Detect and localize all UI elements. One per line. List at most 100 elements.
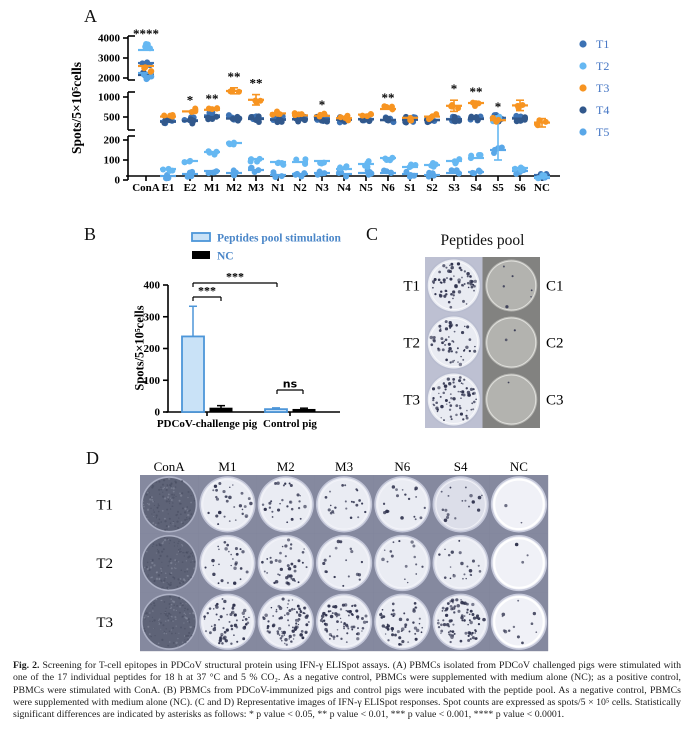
svg-text:****: **** <box>133 26 159 41</box>
well-T3-N6 <box>373 592 432 652</box>
figure-caption-text: Screening for T-cell epitopes in PDCoV s… <box>13 660 682 721</box>
svg-text:NC: NC <box>510 459 528 474</box>
svg-text:M1: M1 <box>218 459 236 474</box>
svg-text:T2: T2 <box>403 336 420 352</box>
well-T3-S4 <box>431 592 490 652</box>
well-T2-N6 <box>373 533 432 593</box>
panel-b-legend: Peptides pool stimulation NC <box>191 232 342 263</box>
panel-d-label: D <box>86 448 99 468</box>
svg-text:*: * <box>495 99 502 114</box>
panel-a-label: A <box>84 6 97 26</box>
svg-text:M2: M2 <box>226 182 242 194</box>
well-T1-NC <box>489 475 549 534</box>
svg-text:C3: C3 <box>546 393 564 409</box>
svg-text:S3: S3 <box>448 182 460 194</box>
svg-text:M2: M2 <box>277 459 295 474</box>
panel-a-axes: ConA E1 E2 M1 M2 M3 N1 N2 N3 N4 N5 N6 S1 S2 S3 S4 S5 S6 NC… <box>98 33 560 194</box>
series-T5-points <box>138 71 550 182</box>
well-T1-M3 <box>314 475 374 534</box>
panel-b-significance: *** *** ns <box>192 270 304 394</box>
panel-d-row-label: T3 <box>96 615 113 631</box>
well-T2-M2 <box>256 533 315 593</box>
svg-text:*: * <box>451 81 458 96</box>
svg-text:2000: 2000 <box>98 73 121 85</box>
panel-a-legend: T1 T2 T3 T4 T5 <box>579 37 609 139</box>
panel-c-row-labels: T3 C3 <box>403 393 563 409</box>
svg-text:200: 200 <box>104 135 121 147</box>
panel-d-row-label: T2 <box>96 556 113 572</box>
svg-text:200: 200 <box>144 343 161 355</box>
svg-text:C2: C2 <box>546 336 564 352</box>
svg-text:300: 300 <box>144 311 161 323</box>
panel-d-elispot-images: ConA M1 M2 M3 N6 S4 NC T1 T2 T3 <box>96 459 549 652</box>
well-T2-ConA <box>140 533 199 593</box>
svg-text:N6: N6 <box>394 459 410 474</box>
well-T2-M3 <box>314 533 374 593</box>
svg-text:T2: T2 <box>596 59 609 73</box>
svg-text:T3: T3 <box>403 393 420 409</box>
well-T3 <box>425 371 483 428</box>
svg-text:ns: ns <box>283 378 298 391</box>
svg-text:M3: M3 <box>248 182 264 194</box>
svg-text:M1: M1 <box>204 182 220 194</box>
svg-text:Peptides pool stimulation: Peptides pool stimulation <box>217 233 342 245</box>
svg-text:ConA: ConA <box>154 459 186 474</box>
panel-b-axes: 0 100 200 300 400 PDCoV-challenge pig Control … <box>144 280 340 430</box>
svg-text:**: ** <box>470 84 483 99</box>
svg-text:N1: N1 <box>271 182 284 194</box>
series-T3-points <box>138 64 550 129</box>
svg-text:N6: N6 <box>381 182 395 194</box>
svg-text:NC: NC <box>217 251 234 263</box>
panel-a-significance: ***** **** *** *** *** <box>133 26 501 114</box>
svg-text:PDCoV-challenge pig: PDCoV-challenge pig <box>157 418 258 430</box>
well-C3 <box>482 371 540 428</box>
panel-a-y-axis-label: Spots/5×10⁵cells <box>69 62 84 154</box>
svg-text:T3: T3 <box>96 615 113 631</box>
svg-text:NC: NC <box>534 182 550 194</box>
panel-c-row-labels: T1 C1 <box>403 279 563 295</box>
svg-text:C1: C1 <box>546 279 564 295</box>
svg-text:*: * <box>319 97 326 112</box>
well-C2 <box>482 314 540 371</box>
svg-text:N5: N5 <box>359 182 373 194</box>
svg-text:0: 0 <box>155 407 161 419</box>
panel-c-title: Peptides pool <box>440 232 525 249</box>
svg-text:T4: T4 <box>596 103 609 117</box>
svg-text:S2: S2 <box>426 182 438 194</box>
well-C1 <box>482 257 540 314</box>
svg-text:S4: S4 <box>470 182 482 194</box>
panel-a-chart: ConA E1 E2 M1 M2 M3 N1 N2 N3 N4 N5 N6 S1 S2 S3 S4 S5 S6 NC… <box>98 26 609 194</box>
svg-text:*: * <box>187 92 194 107</box>
well-T2-M1 <box>198 533 257 593</box>
svg-text:S4: S4 <box>454 459 468 474</box>
svg-text:1000: 1000 <box>98 92 121 104</box>
svg-text:T2: T2 <box>96 556 113 572</box>
svg-text:400: 400 <box>144 280 161 292</box>
well-T1-ConA <box>140 475 199 534</box>
well-T3-M3 <box>314 592 374 652</box>
svg-text:Control pig: Control pig <box>263 418 317 430</box>
svg-text:3000: 3000 <box>98 53 121 65</box>
svg-text:S6: S6 <box>514 182 526 194</box>
svg-text:**: ** <box>206 91 219 106</box>
svg-text:T1: T1 <box>596 37 609 51</box>
svg-text:4000: 4000 <box>98 33 121 45</box>
svg-text:ConA: ConA <box>132 182 160 194</box>
svg-text:100: 100 <box>144 375 161 387</box>
panel-b-label: B <box>84 224 97 244</box>
well-T1-N6 <box>373 475 432 534</box>
well-T3-M1 <box>198 592 257 652</box>
series-T2-points <box>138 41 550 182</box>
panel-c-row-labels: T2 C2 <box>403 336 563 352</box>
panel-c-elispot-images: T1 C1 T2 C2 T3 C3 <box>403 257 564 428</box>
svg-text:T1: T1 <box>96 497 113 513</box>
svg-text:500: 500 <box>104 112 121 124</box>
panel-b-y-axis-label: Spots/5×10⁵cells <box>132 305 147 391</box>
svg-text:T1: T1 <box>403 279 420 295</box>
well-T3-NC <box>489 592 549 652</box>
svg-text:**: ** <box>382 90 395 105</box>
well-T2 <box>425 314 483 371</box>
figure-caption: Fig. 2. Screening for T-cell epitopes in… <box>13 660 681 722</box>
svg-text:N3: N3 <box>315 182 329 194</box>
